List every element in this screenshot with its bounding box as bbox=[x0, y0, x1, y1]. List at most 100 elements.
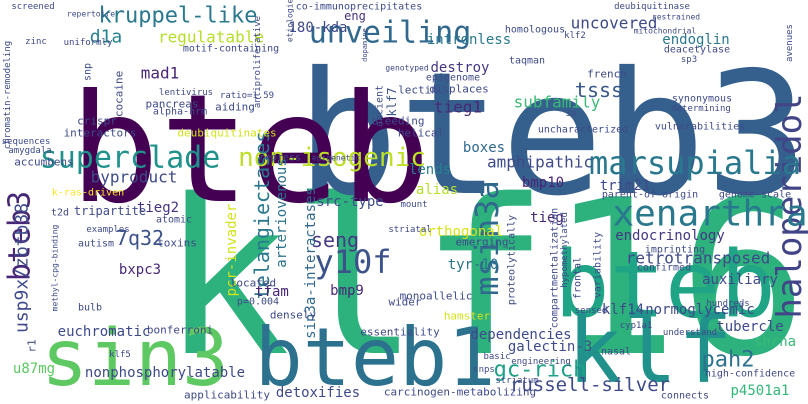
cloud-word: uniformly bbox=[64, 38, 113, 48]
cloud-word: variability bbox=[593, 232, 604, 298]
cloud-word: normoglycemic bbox=[645, 302, 755, 318]
cloud-word: cocaine bbox=[113, 71, 126, 117]
cloud-word: etiologies bbox=[286, 0, 295, 42]
cloud-word: superclade bbox=[40, 141, 221, 176]
cloud-word: connects bbox=[661, 391, 709, 402]
cloud-word: destroy bbox=[430, 60, 489, 76]
cloud-word: sin3 bbox=[41, 314, 229, 404]
cloud-word: synonymous bbox=[672, 94, 732, 105]
cloud-word: xenarthra bbox=[612, 194, 807, 235]
cloud-word: retrotransposed bbox=[626, 249, 771, 268]
cloud-word: usp9x/zbtb38 bbox=[12, 203, 33, 333]
cloud-word: haloperidol bbox=[770, 93, 808, 318]
cloud-word: examples bbox=[86, 225, 129, 235]
cloud-word: klf bbox=[567, 297, 733, 404]
cloud-word: endocrinology bbox=[615, 228, 725, 244]
cloud-word: subfamily bbox=[514, 93, 601, 112]
cloud-word: bteb3 bbox=[3, 191, 38, 281]
cloud-word: shrna bbox=[754, 334, 796, 350]
cloud-word: eng bbox=[344, 9, 366, 23]
cloud-word: nonphosphorylatable bbox=[85, 365, 245, 381]
cloud-word: bmp9 bbox=[330, 283, 364, 299]
cloud-word: detoxifies bbox=[276, 385, 360, 401]
cloud-word: p4501a1 bbox=[730, 383, 789, 399]
cloud-word: taqman bbox=[509, 56, 545, 67]
cloud-word: epigenome bbox=[426, 73, 480, 84]
cloud-word: chromatin-remodeling bbox=[3, 41, 13, 149]
cloud-word: lectin bbox=[398, 84, 438, 97]
cloud-word: tubercle bbox=[716, 319, 783, 335]
cloud-word: tsss bbox=[575, 78, 623, 102]
cloud-word: y10f bbox=[314, 243, 391, 281]
cloud-word: deubiquitinates bbox=[177, 127, 276, 140]
cloud-word: euchromatic bbox=[58, 324, 151, 340]
cloud-word: lentivirus bbox=[159, 88, 213, 98]
cloud-word: mount bbox=[400, 200, 427, 210]
cloud-word: byproduct bbox=[91, 168, 178, 187]
cloud-word: sin3a-interactases bbox=[303, 187, 319, 339]
cloud-word: 3a bbox=[566, 109, 577, 119]
cloud-word: toxins bbox=[157, 237, 197, 250]
cloud-word: pancreas bbox=[146, 98, 199, 111]
cloud-word: bteb3 bbox=[296, 36, 808, 234]
cloud-word: p=0.004 bbox=[237, 297, 279, 308]
cloud-word: tripartite bbox=[74, 204, 146, 218]
cloud-word: hundreds bbox=[706, 299, 749, 309]
cloud-word: snps bbox=[473, 365, 495, 375]
cloud-word: klf14 bbox=[602, 302, 644, 318]
cloud-word: uncovered bbox=[571, 14, 658, 33]
cloud-word: dependencies bbox=[470, 327, 571, 343]
cloud-word: alpha-hrm bbox=[153, 107, 207, 118]
cloud-word: bleeding bbox=[372, 115, 425, 128]
cloud-word: orthogonal bbox=[419, 224, 503, 240]
cloud-word: autism bbox=[78, 239, 114, 250]
cloud-word: lends bbox=[409, 162, 451, 178]
cloud-word: bteb bbox=[69, 63, 430, 237]
cloud-word: imprinting bbox=[645, 245, 705, 256]
cloud-word: bteb bbox=[554, 232, 776, 339]
cloud-word: accumbens bbox=[14, 156, 74, 169]
cloud-word: trim21 bbox=[600, 178, 651, 194]
cloud-word: deubiquitinase bbox=[614, 2, 690, 12]
cloud-word: mitochondrial bbox=[634, 27, 697, 36]
cloud-word: 180-kda bbox=[288, 20, 347, 36]
cloud-word: densely bbox=[270, 309, 317, 322]
cloud-word: r1 bbox=[26, 339, 39, 352]
cloud-word: monoallelic bbox=[400, 290, 473, 303]
cloud-word: methyl-cpg-binding bbox=[51, 224, 60, 311]
cloud-word: ancient bbox=[375, 85, 386, 127]
cloud-word: motif-containing bbox=[183, 44, 279, 55]
cloud-word: deacetylase bbox=[664, 45, 730, 56]
cloud-word: crispr bbox=[77, 115, 117, 128]
cloud-word: carcinogen-metabolizing bbox=[384, 386, 536, 399]
cloud-word: alias bbox=[416, 182, 458, 198]
cloud-word: emerging bbox=[456, 236, 509, 249]
cloud-word: amphipathic bbox=[487, 153, 593, 172]
cloud-word: tieg2 bbox=[137, 200, 179, 216]
cloud-word: sp3 bbox=[681, 55, 697, 65]
cloud-word: repertoire bbox=[67, 10, 115, 19]
cloud-word: gc-rich bbox=[494, 358, 587, 383]
cloud-word: tfam bbox=[255, 284, 289, 300]
cloud-word: arteriovenous bbox=[274, 158, 290, 268]
cloud-word: d1a bbox=[90, 27, 123, 48]
cloud-word: russell-silver bbox=[510, 374, 670, 396]
cloud-word: klf16 bbox=[161, 153, 808, 404]
cloud-word: tieg bbox=[530, 210, 564, 226]
cloud-word: tieg1 bbox=[434, 98, 482, 117]
cloud-word: mad1 bbox=[141, 64, 180, 83]
cloud-word: understand bbox=[663, 328, 717, 338]
cloud-word: intronless bbox=[427, 32, 511, 48]
cloud-word: atomic bbox=[156, 215, 192, 226]
cloud-word: proteolytically bbox=[507, 215, 518, 305]
cloud-word: bmp10 bbox=[522, 175, 564, 191]
cloud-word: basic bbox=[483, 352, 510, 362]
cloud-word: kruppel-like bbox=[99, 4, 258, 29]
cloud-word: engineering bbox=[511, 357, 571, 367]
cloud-word: amygdala bbox=[8, 146, 51, 156]
cloud-word: ratio=1.59 bbox=[220, 91, 274, 101]
cloud-word: seng bbox=[311, 228, 359, 252]
cloud-word: nasal bbox=[601, 347, 631, 358]
cloud-word: pah2 bbox=[702, 348, 755, 373]
